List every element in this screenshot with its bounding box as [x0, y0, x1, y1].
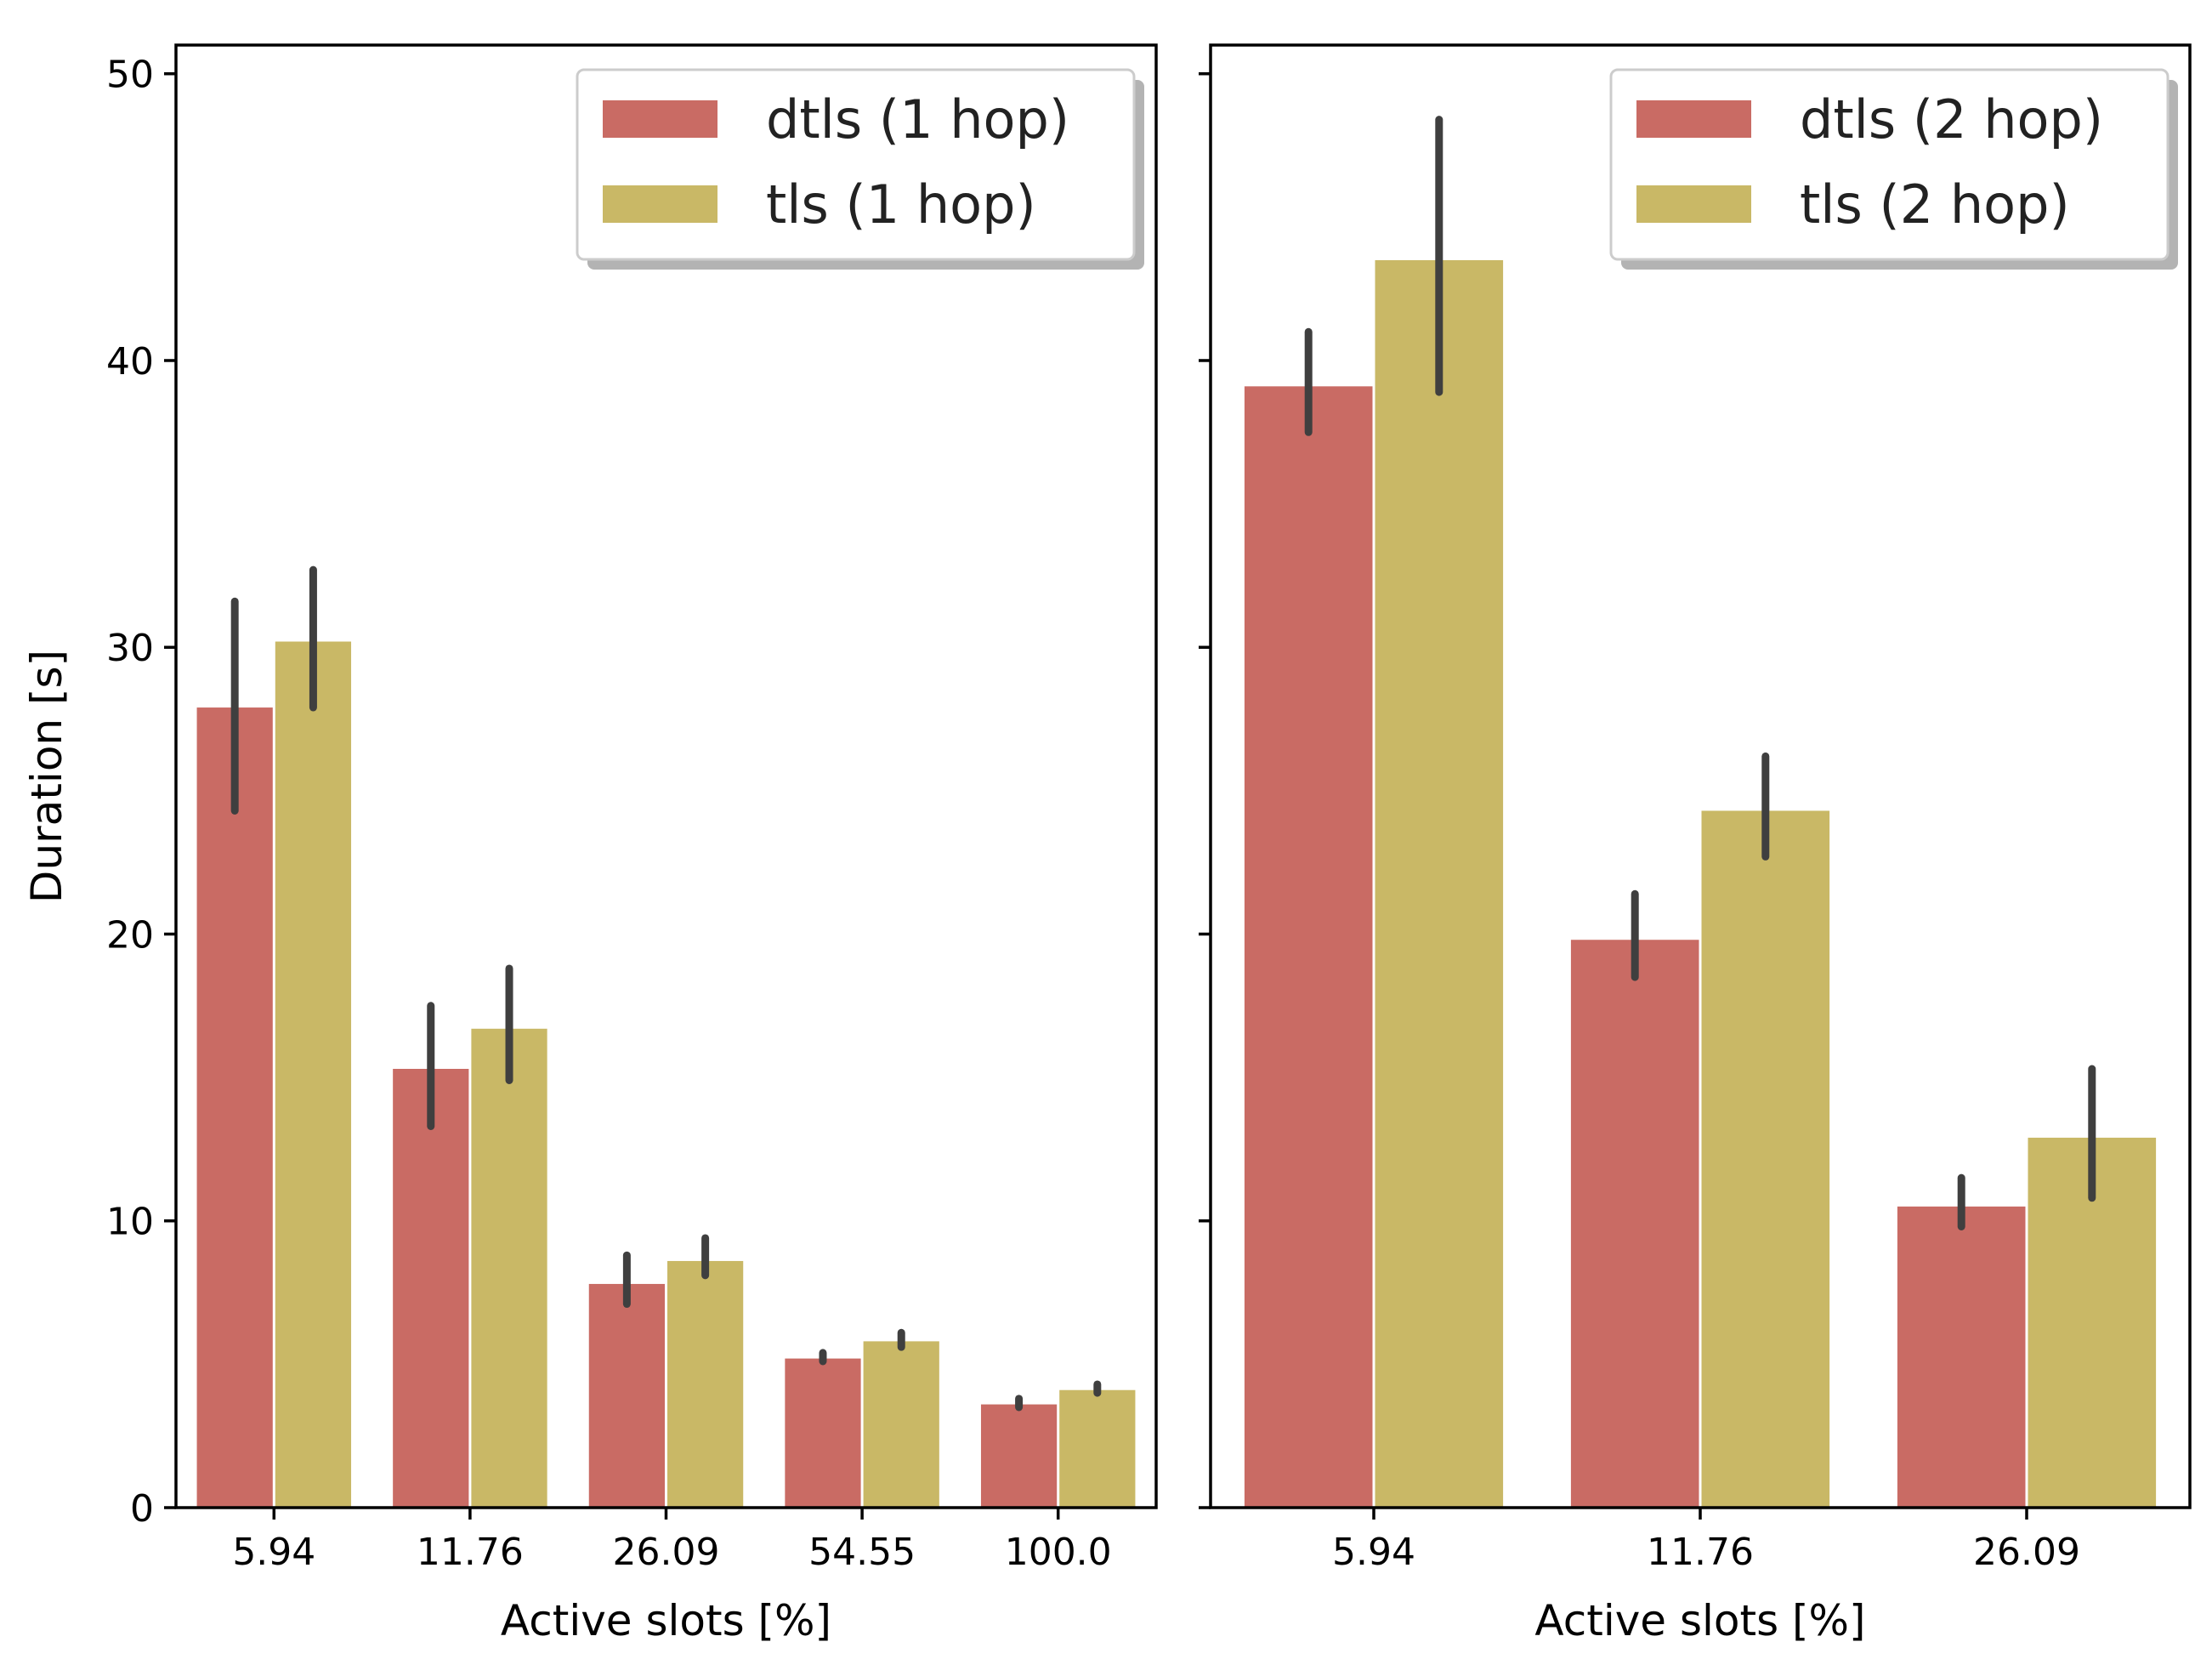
bar-0-1-1 — [471, 1028, 547, 1508]
legend-swatch-1-1 — [1636, 185, 1751, 223]
bar-1-0-1 — [1570, 940, 1699, 1508]
x-tick-label-1-1: 11.76 — [1647, 1531, 1754, 1574]
y-tick-label-5: 50 — [106, 54, 154, 97]
y-tick-label-1: 10 — [106, 1201, 154, 1244]
x-tick-label-0-3: 54.55 — [808, 1531, 916, 1574]
x-tick-label-0-4: 100.0 — [1005, 1531, 1112, 1574]
legend-label-0-1: tls (1 hop) — [766, 173, 1036, 236]
y-tick-label-3: 30 — [106, 627, 154, 670]
bar-0-1-2 — [667, 1260, 744, 1508]
y-axis-label: Duration [s] — [22, 650, 71, 903]
bar-0-1-0 — [275, 641, 352, 1508]
legend-label-1-0: dtls (2 hop) — [1800, 88, 2103, 151]
bar-0-0-1 — [393, 1069, 469, 1508]
x-tick-label-0-1: 11.76 — [417, 1531, 524, 1574]
left-panel-plot: 0 10 20 30 40 50 5.94 11.76 26.09 54.55 100.0 Activ… — [22, 43, 1158, 1645]
legend-swatch-0-0 — [603, 100, 717, 138]
bar-0-0-3 — [785, 1358, 861, 1508]
legend-0: dtls (1 hop) tls (1 hop) — [576, 68, 1144, 270]
bar-1-1-1 — [1701, 810, 1830, 1508]
bar-0-1-3 — [863, 1341, 939, 1508]
y-tick-label-0: 0 — [130, 1487, 154, 1531]
y-tick-label-2: 20 — [106, 913, 154, 957]
bar-0-0-4 — [980, 1404, 1058, 1508]
legend-label-1-1: tls (2 hop) — [1800, 173, 2070, 236]
bar-1-0-0 — [1244, 386, 1373, 1508]
bar-1-1-0 — [1375, 259, 1504, 1508]
legend-swatch-1-0 — [1636, 100, 1751, 138]
x-tick-label-0-0: 5.94 — [232, 1531, 315, 1574]
legend-1: dtls (2 hop) tls (2 hop) — [1609, 68, 2178, 270]
bar-0-0-0 — [196, 707, 273, 1508]
legend-label-0-0: dtls (1 hop) — [766, 88, 1069, 151]
right-panel-plot: 5.94 11.76 26.09 Active slots [%] dtls (2 ho… — [1199, 43, 2192, 1645]
legend-swatch-0-1 — [603, 185, 717, 223]
x-tick-label-0-2: 26.09 — [613, 1531, 720, 1574]
x-axis-label-0: Active slots [%] — [501, 1596, 831, 1645]
bar-1-0-2 — [1897, 1206, 2026, 1508]
y-tick-label-4: 40 — [106, 340, 154, 383]
bar-0-1-4 — [1059, 1389, 1136, 1508]
x-tick-label-1-0: 5.94 — [1332, 1531, 1415, 1574]
x-axis-label-1: Active slots [%] — [1534, 1596, 1865, 1645]
bar-0-0-2 — [588, 1283, 665, 1508]
x-tick-label-1-2: 26.09 — [1973, 1531, 2080, 1574]
